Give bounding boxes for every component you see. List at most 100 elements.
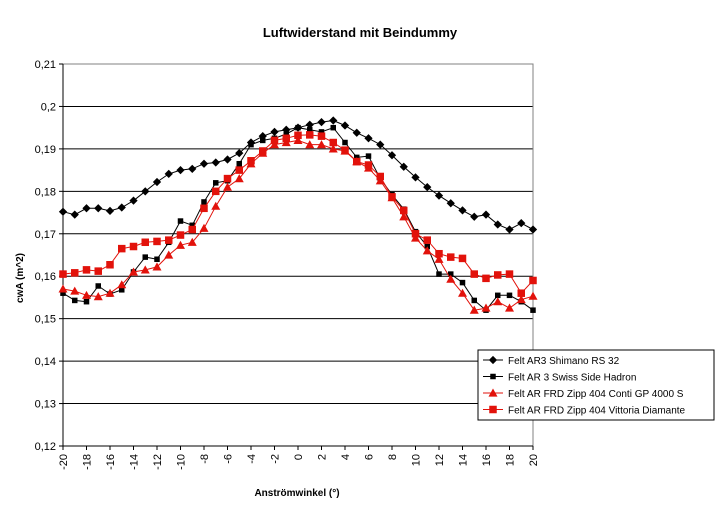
legend-box	[477, 349, 715, 421]
data-point	[340, 121, 350, 130]
data-point	[294, 131, 302, 140]
y-tick-label: 0,18	[35, 186, 56, 198]
data-point	[317, 118, 326, 127]
data-point	[388, 193, 396, 201]
series-3	[58, 135, 538, 314]
data-point	[529, 276, 537, 285]
x-tick-label: -4	[246, 454, 258, 464]
data-point	[72, 297, 78, 304]
data-point	[305, 140, 315, 149]
data-point	[482, 274, 490, 283]
data-point	[434, 254, 444, 263]
x-tick-label: 12	[434, 454, 446, 466]
legend-marker	[489, 405, 497, 414]
data-point	[493, 220, 502, 229]
y-tick-label: 0,16	[35, 271, 56, 283]
legend-label: Felt AR 3 Swiss Side Hadron	[508, 373, 636, 384]
data-point	[517, 219, 526, 228]
data-point	[353, 157, 361, 166]
legend: Felt AR3 Shimano RS 32 Felt AR 3 Swiss Si…	[477, 349, 715, 421]
y-tick-label: 0,17	[35, 229, 56, 241]
data-point	[176, 165, 185, 175]
x-tick-label: 18	[505, 454, 517, 466]
legend-marker	[488, 388, 498, 397]
data-point	[119, 287, 125, 293]
data-point	[446, 274, 456, 283]
x-tick-label: 4	[340, 454, 352, 460]
x-tick-label: -6	[223, 454, 235, 464]
data-point	[376, 140, 385, 149]
data-point	[213, 180, 219, 186]
y-axis: 0,12 0,13 0,14 0,15 0,16 0,17 0,18 0,19 0,2 0,21	[35, 59, 63, 453]
data-point	[260, 137, 266, 144]
data-point	[71, 269, 79, 277]
x-tick-label: -8	[199, 454, 211, 464]
data-point	[364, 134, 373, 143]
data-point	[446, 199, 455, 208]
legend-item: Felt AR FRD Zipp 404 Conti GP 4000 S	[483, 388, 684, 400]
data-point	[235, 166, 243, 174]
data-point	[317, 132, 326, 140]
x-tick-label: 20	[528, 454, 540, 466]
data-point	[318, 129, 325, 135]
data-point	[129, 196, 138, 205]
data-point	[211, 201, 221, 210]
data-point	[165, 236, 173, 244]
data-point	[176, 231, 185, 239]
x-tick-label: 0	[293, 454, 305, 460]
data-point	[95, 283, 101, 289]
x-tick-label: -10	[176, 454, 188, 470]
y-tick-label: 0,15	[35, 314, 56, 326]
data-point	[129, 242, 138, 251]
x-tick-label: 8	[387, 454, 399, 460]
y-tick-label: 0,2	[41, 101, 56, 113]
data-point	[506, 292, 513, 299]
data-point	[94, 267, 102, 275]
x-tick-label: 14	[458, 454, 470, 466]
data-point	[458, 254, 467, 263]
data-point	[164, 169, 173, 179]
data-point	[59, 270, 67, 278]
data-point	[236, 160, 242, 167]
data-point	[164, 250, 174, 259]
data-point	[247, 157, 255, 165]
data-point	[234, 174, 244, 183]
series-1	[58, 116, 538, 234]
x-axis-label: Anströmwinkel (°)	[254, 488, 339, 499]
data-point	[82, 290, 91, 299]
data-point	[422, 246, 432, 255]
data-point	[317, 140, 326, 149]
data-point	[342, 139, 348, 146]
data-point	[458, 206, 467, 215]
data-point	[283, 131, 289, 137]
data-point	[458, 288, 467, 297]
data-point	[505, 270, 514, 278]
data-point	[270, 136, 279, 145]
data-point	[70, 210, 79, 219]
data-point	[189, 222, 195, 229]
x-tick-label: 6	[364, 454, 376, 460]
data-point	[281, 138, 291, 147]
data-point	[282, 134, 290, 143]
data-point	[141, 187, 150, 196]
data-point	[423, 182, 432, 192]
data-point	[328, 144, 338, 153]
x-tick-label: -12	[152, 454, 164, 470]
data-point	[259, 147, 267, 155]
y-tick-label: 0,12	[35, 441, 56, 453]
data-point	[399, 162, 408, 171]
data-point	[199, 159, 209, 168]
data-point	[306, 131, 314, 139]
data-point	[177, 218, 184, 224]
data-point	[118, 244, 126, 253]
data-point	[470, 212, 479, 221]
data-point	[447, 253, 455, 261]
legend-label: Felt AR FRD Zipp 404 Vittoria Diamante	[508, 406, 686, 417]
data-point	[341, 146, 349, 154]
data-point	[129, 267, 138, 276]
data-point	[423, 236, 431, 244]
data-point	[212, 187, 220, 196]
data-point	[223, 155, 232, 164]
y-tick-label: 0,21	[35, 59, 56, 71]
